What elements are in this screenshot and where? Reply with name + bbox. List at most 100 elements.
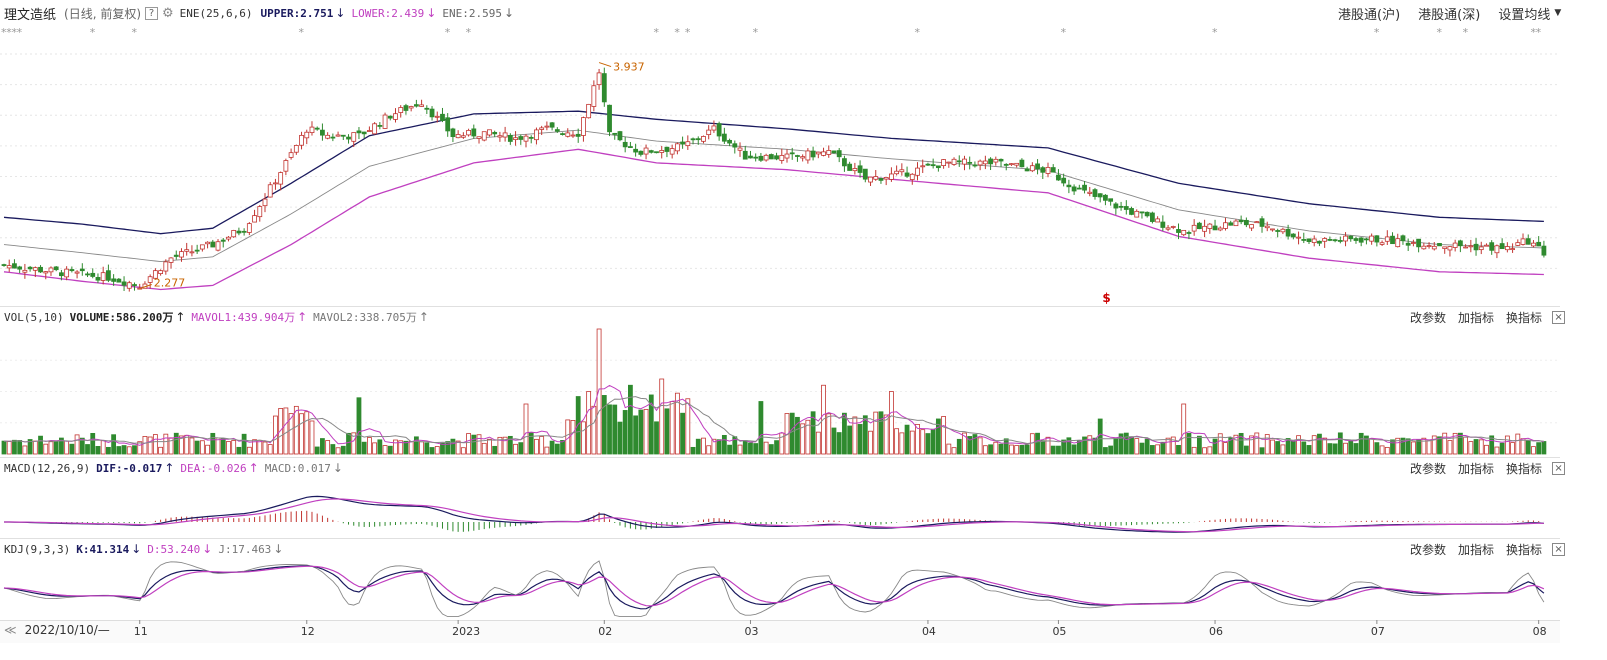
close-panel-button[interactable]: ×: [1552, 461, 1566, 475]
close-panel-button[interactable]: ×: [1552, 542, 1566, 556]
volume-value: VOLUME:586.200万: [69, 311, 174, 324]
volume-bar: [873, 411, 879, 455]
volume-bar: [1196, 435, 1202, 455]
candle-body: [283, 160, 289, 172]
event-star-icon: *: [1374, 26, 1380, 39]
volume-bar: [586, 391, 592, 455]
volume-bar: [768, 444, 774, 455]
volume-bar: [179, 435, 184, 455]
kdj-buttons: 改参数 加指标 换指标 ×: [1410, 541, 1566, 557]
swap-indicator-button[interactable]: 换指标: [1506, 461, 1543, 476]
candle-body: [189, 251, 195, 254]
volume-bar: [1160, 441, 1166, 455]
swap-indicator-button[interactable]: 换指标: [1506, 542, 1543, 557]
volume-bar: [800, 423, 806, 455]
volume-bar: [831, 427, 837, 455]
volume-bar: [507, 435, 513, 455]
candle-body: [455, 134, 461, 139]
volume-bar: [1181, 403, 1187, 455]
settings-gear-icon[interactable]: ⚙: [162, 5, 174, 21]
period-label: (日线, 前复权): [64, 6, 142, 21]
volume-bar: [262, 441, 268, 455]
volume-bar: [868, 430, 873, 455]
candle-body: [69, 269, 75, 272]
volume-bar: [591, 405, 597, 455]
volume-bar: [116, 446, 122, 455]
candle-body: [38, 266, 43, 273]
add-indicator-button[interactable]: 加指标: [1458, 542, 1495, 557]
volume-bar: [476, 434, 482, 455]
candle-body: [12, 263, 17, 269]
volume-bar: [121, 445, 127, 455]
volume-bar: [372, 442, 378, 455]
volume-bar: [1531, 446, 1536, 455]
event-star-icon: *: [90, 26, 96, 39]
ma-settings-button[interactable]: 设置均线: [1498, 7, 1551, 23]
volume-bar: [664, 408, 670, 455]
change-params-button[interactable]: 改参数: [1410, 461, 1447, 476]
volume-bar: [513, 443, 518, 455]
volume-bar: [1176, 445, 1181, 455]
candle-body: [1092, 189, 1098, 197]
add-indicator-button[interactable]: 加指标: [1458, 461, 1495, 476]
volume-bar: [320, 438, 325, 455]
help-icon[interactable]: ?: [145, 6, 159, 20]
volume-bar: [413, 436, 419, 455]
close-panel-button[interactable]: ×: [1552, 310, 1566, 324]
ene-lower-line: [3, 148, 1544, 291]
volume-chart[interactable]: [0, 326, 1560, 456]
candle-body: [403, 105, 409, 111]
candle-body: [231, 230, 237, 238]
candle-body: [22, 269, 28, 273]
candle-body: [727, 139, 732, 144]
volume-bar: [1134, 438, 1140, 455]
candle-body: [1160, 221, 1166, 228]
macd-chart[interactable]: [0, 478, 1560, 536]
candle-body: [314, 127, 320, 130]
volume-bar: [492, 445, 498, 455]
volume-bar: [1082, 436, 1087, 455]
kdj-chart[interactable]: [0, 558, 1560, 618]
candle-body: [1045, 166, 1051, 174]
volume-bar: [1108, 445, 1114, 455]
candle-body: [1442, 246, 1448, 249]
volume-bar: [633, 415, 639, 455]
change-params-button[interactable]: 改参数: [1410, 542, 1447, 557]
candle-body: [64, 268, 70, 278]
candle-body: [711, 125, 717, 131]
candle-body: [236, 230, 242, 234]
candle-body: [1426, 245, 1432, 247]
hk-connect-sh-button[interactable]: 港股通(沪): [1338, 7, 1401, 23]
add-indicator-button[interactable]: 加指标: [1458, 310, 1495, 325]
kdj-indicator-name: KDJ(9,3,3): [4, 542, 71, 556]
volume-bar: [1431, 435, 1437, 455]
candle-body: [1097, 193, 1103, 198]
arrow-down-icon: ↓: [335, 6, 346, 20]
volume-bar: [361, 441, 367, 455]
candle-body: [836, 150, 842, 158]
candle-body: [607, 104, 612, 133]
candle-body: [669, 148, 675, 155]
candle-body: [967, 161, 973, 164]
volume-bar: [601, 395, 607, 455]
ene-upper-line: [3, 110, 1544, 235]
candle-body: [915, 167, 920, 176]
candle-body: [476, 136, 482, 139]
candle-body: [1275, 230, 1281, 232]
swap-indicator-button[interactable]: 换指标: [1506, 310, 1543, 325]
hk-connect-sz-button[interactable]: 港股通(深): [1418, 7, 1481, 23]
volume-bar: [79, 437, 85, 455]
change-params-button[interactable]: 改参数: [1410, 310, 1447, 325]
kdj-d-line: [3, 565, 1545, 607]
x-axis-tick-label: 08: [1533, 625, 1547, 638]
volume-bar: [737, 444, 743, 455]
scroll-left-icon[interactable]: ≪: [4, 623, 17, 637]
candle-body: [497, 135, 503, 138]
event-star-icon: *: [17, 26, 23, 39]
caret-down-icon[interactable]: ▼: [1554, 8, 1562, 18]
candle-body: [1290, 233, 1296, 238]
candle-body: [90, 272, 96, 277]
candle-body: [643, 147, 649, 155]
volume-bar: [596, 328, 602, 455]
